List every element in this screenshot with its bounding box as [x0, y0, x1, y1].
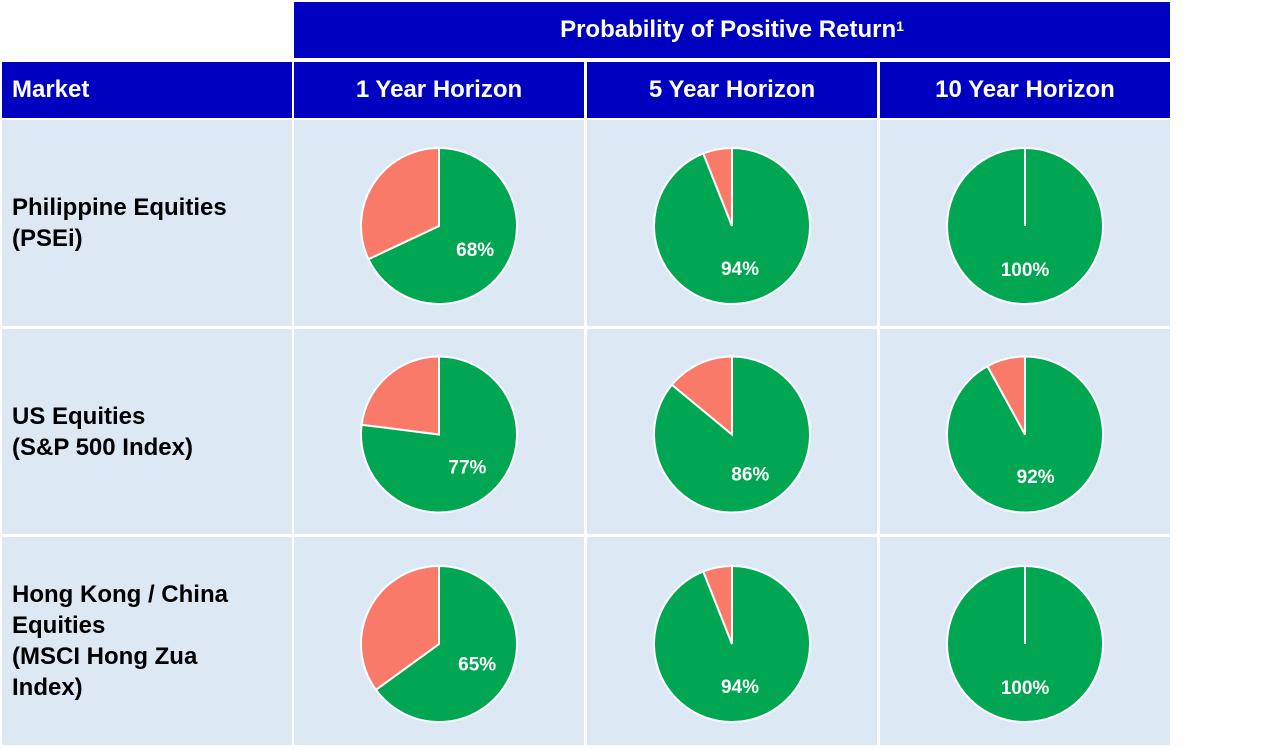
pie-chart: 68% — [360, 146, 518, 305]
pie-data-label: 92% — [1017, 467, 1055, 488]
row-label-us-equities: US Equities (S&P 500 Index) — [2, 329, 292, 534]
pie-cell: 68% — [294, 120, 584, 326]
pie-cell: 65% — [294, 537, 584, 745]
row-label-line: Hong Kong / China — [12, 581, 228, 608]
pie-slice-negative — [360, 564, 440, 692]
footnote-marker: 1 — [896, 18, 904, 34]
pie-slice-negative — [670, 355, 733, 437]
pie-chart: 92% — [946, 355, 1104, 514]
horizon-header-1-year: 1 Year Horizon — [294, 62, 584, 118]
pie-data-label: 100% — [1001, 678, 1050, 699]
row-label-hong-kong-china-equities: Hong Kong / China Equities (MSCI Hong Zu… — [2, 537, 292, 745]
pie-slice-positive — [367, 146, 518, 305]
pie-cell: 77% — [294, 329, 584, 534]
row-label-philippine-equities: Philippine Equities (PSEi) — [2, 120, 292, 326]
pie-chart: 100% — [946, 147, 1104, 305]
pie-chart: 86% — [653, 355, 811, 514]
pie-data-label: 94% — [721, 677, 759, 698]
horizon-header-10-year: 10 Year Horizon — [880, 62, 1170, 118]
pie-data-label: 77% — [448, 458, 486, 479]
pie-chart: 77% — [360, 355, 518, 514]
pie-data-label: 86% — [731, 464, 769, 485]
pie-cell: 100% — [880, 120, 1170, 326]
row-label-line: Index) — [12, 674, 83, 701]
pie-slice-negative — [360, 355, 440, 436]
pie-chart: 100% — [946, 565, 1104, 723]
pie-slice-negative — [701, 564, 733, 645]
horizon-header-5-year: 5 Year Horizon — [587, 62, 877, 118]
pie-slice-negative — [360, 146, 440, 261]
pie-cell: 94% — [587, 120, 877, 326]
pie-cell: 94% — [587, 537, 877, 745]
row-label-line: US Equities — [12, 402, 146, 430]
pie-data-label: 94% — [721, 259, 759, 280]
pie-cell: 86% — [587, 329, 877, 534]
pie-data-label: 100% — [1001, 260, 1050, 281]
pie-data-label: 68% — [456, 240, 494, 261]
pie-data-label: 65% — [458, 655, 496, 676]
chart-title-text: Probability of Positive Return — [560, 16, 897, 43]
pie-chart: 94% — [653, 564, 811, 723]
pie-chart: 65% — [360, 564, 518, 723]
row-label-line: (PSEi) — [12, 225, 83, 252]
pie-cell: 92% — [880, 329, 1170, 534]
row-label-line: (MSCI Hong Zua — [12, 643, 198, 670]
pie-slice-negative — [986, 355, 1026, 435]
pie-cell: 100% — [880, 537, 1170, 745]
market-column-header: Market — [2, 62, 292, 118]
row-label-line: Philippine Equities — [12, 194, 227, 221]
pie-chart: 94% — [653, 146, 811, 305]
row-label-line: Equities — [12, 612, 106, 639]
chart-title: Probability of Positive Return 1 — [294, 2, 1170, 58]
pie-slice-negative — [701, 146, 733, 227]
pie-slice-positive — [374, 564, 518, 723]
row-label-line: (S&P 500 Index) — [12, 433, 193, 461]
